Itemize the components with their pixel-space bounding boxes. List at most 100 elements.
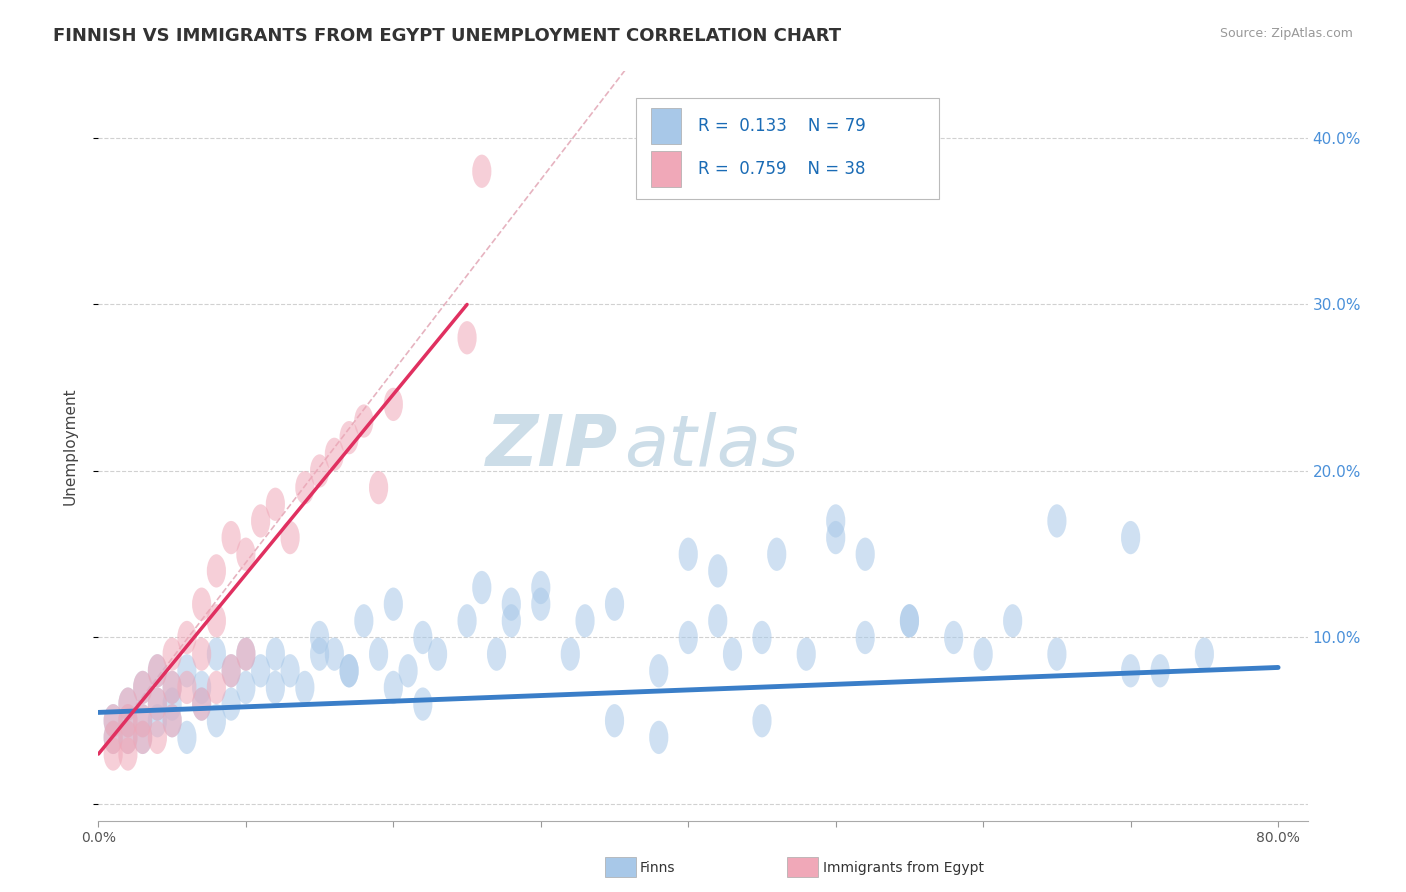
Ellipse shape <box>752 704 772 738</box>
Ellipse shape <box>118 704 138 738</box>
Ellipse shape <box>856 621 875 654</box>
Ellipse shape <box>650 654 668 688</box>
Ellipse shape <box>413 688 433 721</box>
Ellipse shape <box>339 654 359 688</box>
Ellipse shape <box>650 721 668 754</box>
Ellipse shape <box>222 688 240 721</box>
Text: ZIP: ZIP <box>486 411 619 481</box>
Ellipse shape <box>457 604 477 638</box>
Ellipse shape <box>339 654 359 688</box>
Ellipse shape <box>1195 638 1213 671</box>
Ellipse shape <box>768 538 786 571</box>
Ellipse shape <box>325 638 344 671</box>
Ellipse shape <box>207 704 226 738</box>
Ellipse shape <box>134 671 152 704</box>
Ellipse shape <box>368 638 388 671</box>
Ellipse shape <box>295 471 315 504</box>
Ellipse shape <box>827 521 845 554</box>
Ellipse shape <box>163 671 181 704</box>
Ellipse shape <box>148 688 167 721</box>
Ellipse shape <box>104 721 122 754</box>
Ellipse shape <box>207 604 226 638</box>
Ellipse shape <box>709 604 727 638</box>
Ellipse shape <box>134 721 152 754</box>
Ellipse shape <box>281 521 299 554</box>
Text: Immigrants from Egypt: Immigrants from Egypt <box>823 861 984 875</box>
Ellipse shape <box>236 638 256 671</box>
Ellipse shape <box>605 704 624 738</box>
Ellipse shape <box>148 654 167 688</box>
Ellipse shape <box>148 721 167 754</box>
Ellipse shape <box>207 638 226 671</box>
Ellipse shape <box>134 721 152 754</box>
Ellipse shape <box>709 554 727 588</box>
Ellipse shape <box>207 671 226 704</box>
Ellipse shape <box>118 721 138 754</box>
Ellipse shape <box>311 621 329 654</box>
Ellipse shape <box>339 421 359 454</box>
Ellipse shape <box>134 671 152 704</box>
Ellipse shape <box>575 604 595 638</box>
Ellipse shape <box>118 688 138 721</box>
Ellipse shape <box>354 404 374 438</box>
Ellipse shape <box>1150 654 1170 688</box>
Ellipse shape <box>118 721 138 754</box>
Ellipse shape <box>281 654 299 688</box>
Ellipse shape <box>311 454 329 488</box>
Ellipse shape <box>148 704 167 738</box>
Ellipse shape <box>177 721 197 754</box>
Ellipse shape <box>752 621 772 654</box>
Ellipse shape <box>900 604 920 638</box>
Ellipse shape <box>1121 521 1140 554</box>
Ellipse shape <box>943 621 963 654</box>
Ellipse shape <box>134 704 152 738</box>
Ellipse shape <box>207 554 226 588</box>
Ellipse shape <box>177 671 197 704</box>
Text: R =  0.133    N = 79: R = 0.133 N = 79 <box>699 117 866 135</box>
Ellipse shape <box>472 154 492 188</box>
Text: atlas: atlas <box>624 411 799 481</box>
Ellipse shape <box>354 604 374 638</box>
Ellipse shape <box>502 604 520 638</box>
Text: R =  0.759    N = 38: R = 0.759 N = 38 <box>699 160 866 178</box>
Ellipse shape <box>163 704 181 738</box>
Ellipse shape <box>222 654 240 688</box>
Ellipse shape <box>193 688 211 721</box>
Ellipse shape <box>104 704 122 738</box>
Bar <box>651 151 682 186</box>
Ellipse shape <box>856 538 875 571</box>
Ellipse shape <box>118 738 138 771</box>
Ellipse shape <box>266 638 285 671</box>
Ellipse shape <box>502 588 520 621</box>
Text: FINNISH VS IMMIGRANTS FROM EGYPT UNEMPLOYMENT CORRELATION CHART: FINNISH VS IMMIGRANTS FROM EGYPT UNEMPLO… <box>53 27 842 45</box>
Ellipse shape <box>384 671 404 704</box>
Ellipse shape <box>193 588 211 621</box>
Text: Finns: Finns <box>640 861 675 875</box>
Ellipse shape <box>368 471 388 504</box>
Ellipse shape <box>266 488 285 521</box>
Ellipse shape <box>1047 638 1067 671</box>
Ellipse shape <box>827 504 845 538</box>
Ellipse shape <box>325 438 344 471</box>
Ellipse shape <box>384 388 404 421</box>
Ellipse shape <box>413 621 433 654</box>
Text: Source: ZipAtlas.com: Source: ZipAtlas.com <box>1219 27 1353 40</box>
Ellipse shape <box>104 721 122 754</box>
Ellipse shape <box>605 588 624 621</box>
Ellipse shape <box>295 671 315 704</box>
Ellipse shape <box>222 654 240 688</box>
Ellipse shape <box>398 654 418 688</box>
Ellipse shape <box>177 654 197 688</box>
Ellipse shape <box>163 671 181 704</box>
Ellipse shape <box>193 671 211 704</box>
Ellipse shape <box>252 504 270 538</box>
Ellipse shape <box>236 671 256 704</box>
Ellipse shape <box>193 688 211 721</box>
Ellipse shape <box>531 588 550 621</box>
Ellipse shape <box>266 671 285 704</box>
Ellipse shape <box>252 654 270 688</box>
Ellipse shape <box>900 604 920 638</box>
Ellipse shape <box>222 521 240 554</box>
Ellipse shape <box>118 688 138 721</box>
Ellipse shape <box>236 538 256 571</box>
